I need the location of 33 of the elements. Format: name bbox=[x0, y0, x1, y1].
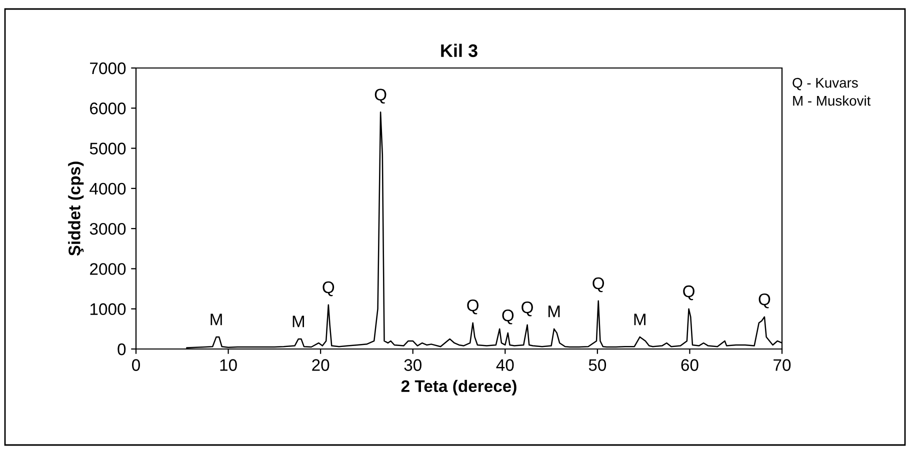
x-tick-label: 50 bbox=[588, 359, 606, 371]
annotation: Q bbox=[758, 293, 770, 308]
x-tick-label: 40 bbox=[496, 359, 514, 371]
y-tick-label: 0 bbox=[118, 343, 126, 356]
x-tick-label: 30 bbox=[404, 359, 422, 371]
annotation: Q bbox=[592, 277, 604, 292]
y-tick-label: 2000 bbox=[90, 263, 126, 275]
annotation: Q bbox=[683, 285, 694, 300]
annotation: M bbox=[634, 314, 646, 326]
y-tick-label: 1000 bbox=[90, 303, 126, 316]
annotation: Q bbox=[467, 299, 479, 314]
annotation: M bbox=[210, 314, 222, 326]
y-tick-label: 6000 bbox=[90, 102, 126, 114]
text: M - Muskovit bbox=[793, 96, 871, 106]
text: Q - Kuvars bbox=[792, 78, 858, 90]
x-tick-label: 10 bbox=[220, 359, 237, 371]
x-tick-label: 0 bbox=[132, 359, 140, 371]
annotation: M bbox=[292, 316, 304, 328]
annotation: Q bbox=[502, 310, 514, 324]
x-tick-label: 20 bbox=[312, 359, 330, 371]
chart-title: Kil 3 bbox=[441, 44, 478, 58]
x-tick-label: 70 bbox=[774, 359, 791, 371]
y-tick-label: 7000 bbox=[90, 62, 126, 74]
y-axis-title: Şiddet (cps) bbox=[68, 162, 84, 256]
y-tick-label: 3000 bbox=[90, 222, 126, 235]
annotation: Q bbox=[322, 281, 334, 296]
y-tick-label: 5000 bbox=[90, 142, 126, 154]
annotation: Q bbox=[374, 88, 386, 104]
x-axis-title: 2 Teta (derece) bbox=[401, 380, 516, 396]
x-tick-label: 60 bbox=[681, 359, 698, 371]
annotation: M bbox=[548, 306, 560, 318]
y-tick-label: 4000 bbox=[90, 182, 126, 195]
annotation: Q bbox=[522, 301, 533, 316]
